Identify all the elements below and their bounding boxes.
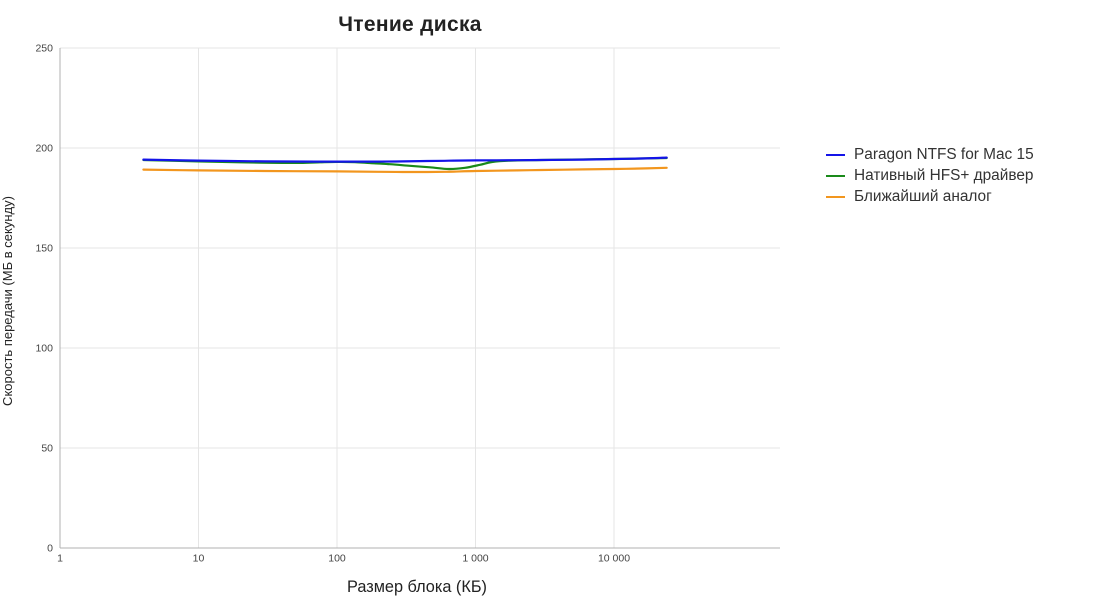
svg-text:100: 100	[328, 553, 346, 565]
svg-text:200: 200	[35, 143, 53, 155]
svg-text:1: 1	[57, 553, 63, 565]
svg-text:250: 250	[35, 43, 53, 55]
svg-text:100: 100	[35, 343, 53, 355]
svg-text:150: 150	[35, 243, 53, 255]
svg-text:10 000: 10 000	[598, 553, 630, 565]
svg-text:50: 50	[41, 443, 53, 455]
svg-text:1 000: 1 000	[462, 553, 488, 565]
svg-text:10: 10	[193, 553, 205, 565]
svg-text:0: 0	[47, 543, 53, 555]
